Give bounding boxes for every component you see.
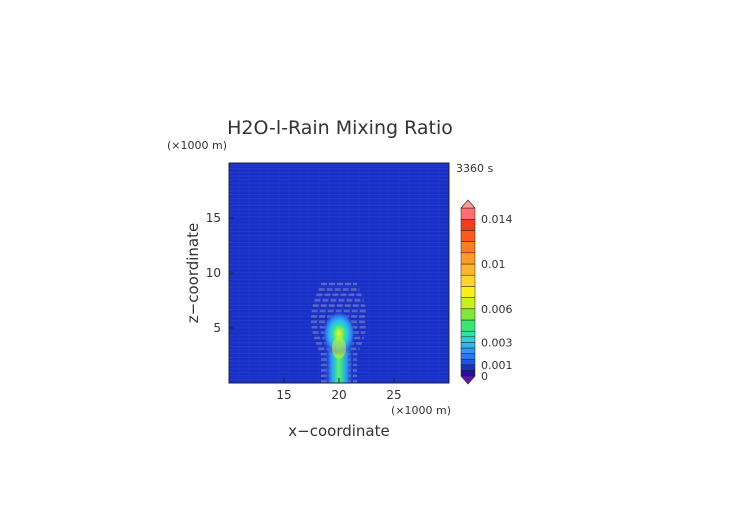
colorbar-segment [460, 218, 476, 231]
colorbar-tick-label: 0.003 [481, 336, 513, 349]
y-tick-label: 5 [213, 321, 221, 335]
colorbar-tick-label: 0.001 [481, 359, 513, 372]
x-axis: 15 20 25 [276, 378, 402, 402]
colorbar-segment [460, 286, 476, 298]
colorbar-segment [460, 297, 476, 310]
colorbar-segment [460, 336, 476, 343]
colorbar-tick-label: 0 [481, 370, 488, 383]
colorbar-over-arrow [460, 199, 476, 209]
colorbar-segment [460, 319, 476, 332]
time-label: 3360 s [456, 162, 493, 175]
chart-title: H2O-l-Rain Mixing Ratio [227, 117, 453, 139]
colorbar-segment [460, 308, 476, 321]
y-unit-label: (×1000 m) [167, 139, 227, 152]
plot-area [228, 162, 450, 384]
colorbar-tick-label: 0.01 [481, 258, 506, 271]
colorbar-segment [460, 241, 476, 254]
colorbar-segment [460, 263, 476, 276]
colorbar-segment [460, 358, 476, 366]
y-axis-title: z−coordinate [184, 223, 202, 323]
x-tick-label: 15 [276, 388, 291, 402]
plume-peak [332, 336, 346, 359]
colorbar-segment [460, 252, 476, 265]
background-hatch [229, 163, 449, 383]
rain-plume [323, 311, 355, 383]
colorbar-segment [460, 330, 476, 338]
colorbar-under-arrow [460, 375, 476, 385]
x-axis-title: x−coordinate [288, 422, 389, 440]
y-tick-label: 15 [206, 211, 221, 225]
colorbar-segment [460, 347, 476, 354]
x-unit-label: (×1000 m) [391, 404, 451, 417]
y-tick-label: 10 [206, 266, 221, 280]
x-tick-label: 20 [331, 388, 346, 402]
colorbar-segment [460, 342, 476, 349]
plume-core [323, 311, 355, 356]
colorbar-segment [460, 364, 476, 371]
colorbar-tick-label: 0.006 [481, 303, 513, 316]
x-tick-label: 25 [386, 388, 401, 402]
colorbar-segment [460, 207, 476, 220]
colorbar-tick-label: 0.014 [481, 213, 513, 226]
colorbar-segment [460, 274, 476, 287]
colorbar-segment [460, 230, 476, 242]
colorbar-segment [460, 370, 476, 377]
colorbar-segment [460, 353, 476, 360]
y-axis: 5 10 15 [206, 211, 234, 335]
